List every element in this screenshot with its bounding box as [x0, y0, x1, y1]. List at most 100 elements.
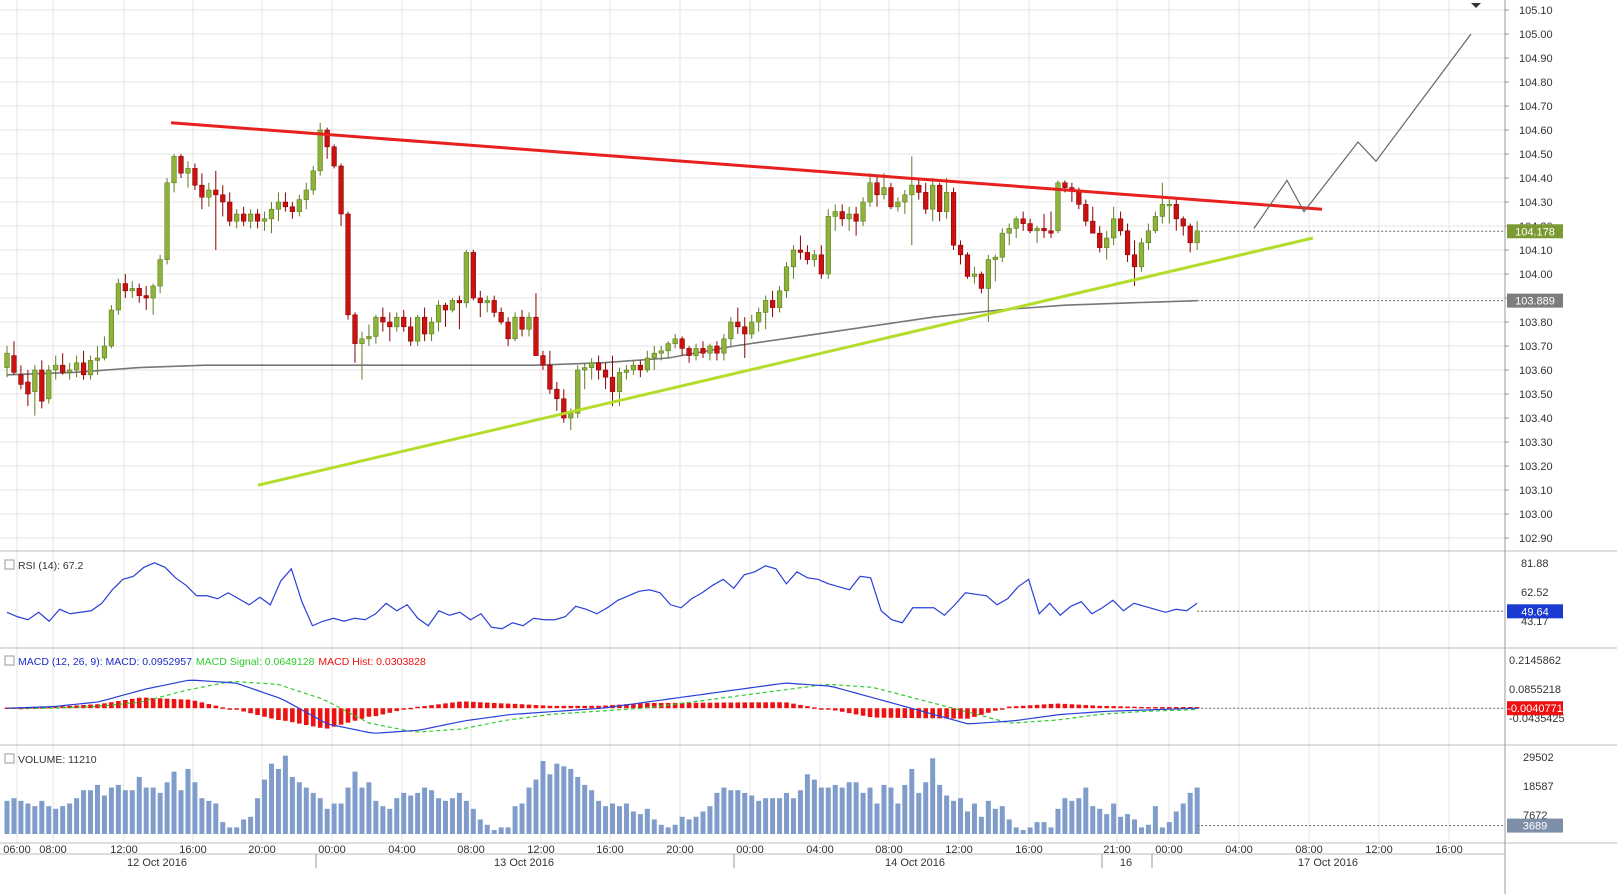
macd-hist-bar [888, 708, 894, 718]
volume-bar [345, 787, 351, 834]
macd-hist-bar [972, 708, 977, 717]
macd-tick-label: 0.2145862 [1509, 655, 1561, 667]
macd-hist-bar [805, 706, 810, 709]
volume-bar [749, 795, 755, 834]
price-tick-label: 104.00 [1519, 269, 1553, 281]
candle-body [275, 201, 282, 210]
candle-body [992, 256, 998, 260]
macd-hist-bar [603, 705, 608, 709]
price-tick-label: 103.10 [1519, 485, 1553, 497]
volume-bar [1083, 787, 1089, 834]
macd-hist-bar [812, 707, 817, 709]
volume-bar [505, 827, 511, 834]
macd-hist-bar [116, 701, 121, 709]
price-tick-label: 103.00 [1519, 509, 1553, 521]
candle-body [415, 316, 421, 342]
volume-bar [832, 784, 838, 834]
volume-bar [373, 800, 379, 834]
candle-body [582, 367, 588, 371]
macd-hist-bar [714, 702, 720, 709]
volume-bar [603, 806, 609, 834]
volume-bar [937, 784, 943, 834]
volume-bar [679, 816, 685, 834]
macd-hist-bar [283, 708, 288, 721]
volume-bar [11, 798, 17, 834]
candle-body [763, 300, 769, 313]
candle-body [39, 369, 45, 402]
candle-body [60, 364, 66, 373]
volume-bar [88, 790, 94, 834]
rsi-line [6, 562, 1198, 630]
macd-hist-bar [345, 708, 351, 723]
volume-bar [846, 782, 852, 834]
candle-body [442, 304, 449, 311]
volume-bar [415, 792, 421, 834]
volume-bar [512, 806, 518, 834]
macd-histogram [4, 697, 1200, 729]
macd-hist-bar [429, 705, 434, 709]
volume-bar [18, 800, 24, 834]
candle-body [790, 249, 797, 268]
volume-bar [1055, 808, 1061, 834]
macd-hist-bar [568, 705, 574, 709]
volume-bar [951, 800, 957, 834]
volume-bar [310, 792, 316, 834]
macd-hist-bar [95, 704, 100, 709]
volume-bar [241, 819, 247, 834]
macd-hist-bar [1132, 706, 1137, 709]
candle-body [1187, 225, 1193, 244]
rsi-toggle-icon[interactable] [4, 559, 15, 570]
volume-bar [206, 800, 212, 834]
volume-bar [554, 763, 560, 834]
volume-bar [101, 795, 107, 834]
macd-hist-bar [923, 708, 929, 719]
dropdown-arrow-icon[interactable] [1471, 3, 1481, 8]
candle-body [623, 369, 630, 373]
candle-body [554, 388, 560, 400]
volume-bar [540, 760, 546, 834]
volume-bar [944, 795, 950, 834]
trend-lines[interactable] [170, 33, 1472, 487]
volume-bar [665, 827, 671, 834]
volume-bar [498, 827, 504, 834]
volume-bar [115, 784, 121, 834]
volume-value-badge: 3689 [1523, 821, 1547, 833]
volume-toggle-icon[interactable] [4, 753, 15, 764]
macd-hist-bar [1111, 706, 1116, 709]
macd-hist-bar [860, 708, 866, 716]
time-tick-label: 16:00 [1015, 844, 1043, 856]
volume-bar [477, 819, 483, 834]
candle-body [366, 336, 372, 340]
candle-body [512, 316, 518, 340]
candle-body [658, 350, 664, 354]
volume-bar [185, 768, 191, 834]
candle-body [498, 312, 504, 323]
macd-hist-bar [575, 705, 581, 709]
candle-body [32, 369, 38, 392]
volume-bar [964, 811, 970, 834]
volume-bar [4, 800, 10, 834]
volume-bar [589, 790, 595, 834]
candle-body [1159, 204, 1165, 217]
volume-bar [547, 774, 553, 834]
time-tick-label: 16:00 [1435, 844, 1463, 856]
candle-body [310, 170, 316, 191]
candle-body [1062, 182, 1068, 188]
volume-bar [860, 792, 866, 834]
candle-body [254, 213, 261, 222]
volume-bar [616, 806, 622, 834]
candle-body [289, 206, 295, 212]
time-tick-label: 08:00 [457, 844, 485, 856]
candle-body [1027, 223, 1033, 232]
macd-toggle-icon[interactable] [4, 655, 15, 666]
volume-bar [909, 768, 915, 834]
candle-body [345, 213, 351, 316]
volume-bar [1132, 819, 1138, 834]
macd-hist-bar [310, 708, 316, 727]
candle-body [164, 182, 170, 260]
candle-body [108, 309, 114, 347]
volume-bar [67, 803, 73, 834]
candle-body [227, 201, 233, 222]
candle-body [296, 199, 302, 212]
